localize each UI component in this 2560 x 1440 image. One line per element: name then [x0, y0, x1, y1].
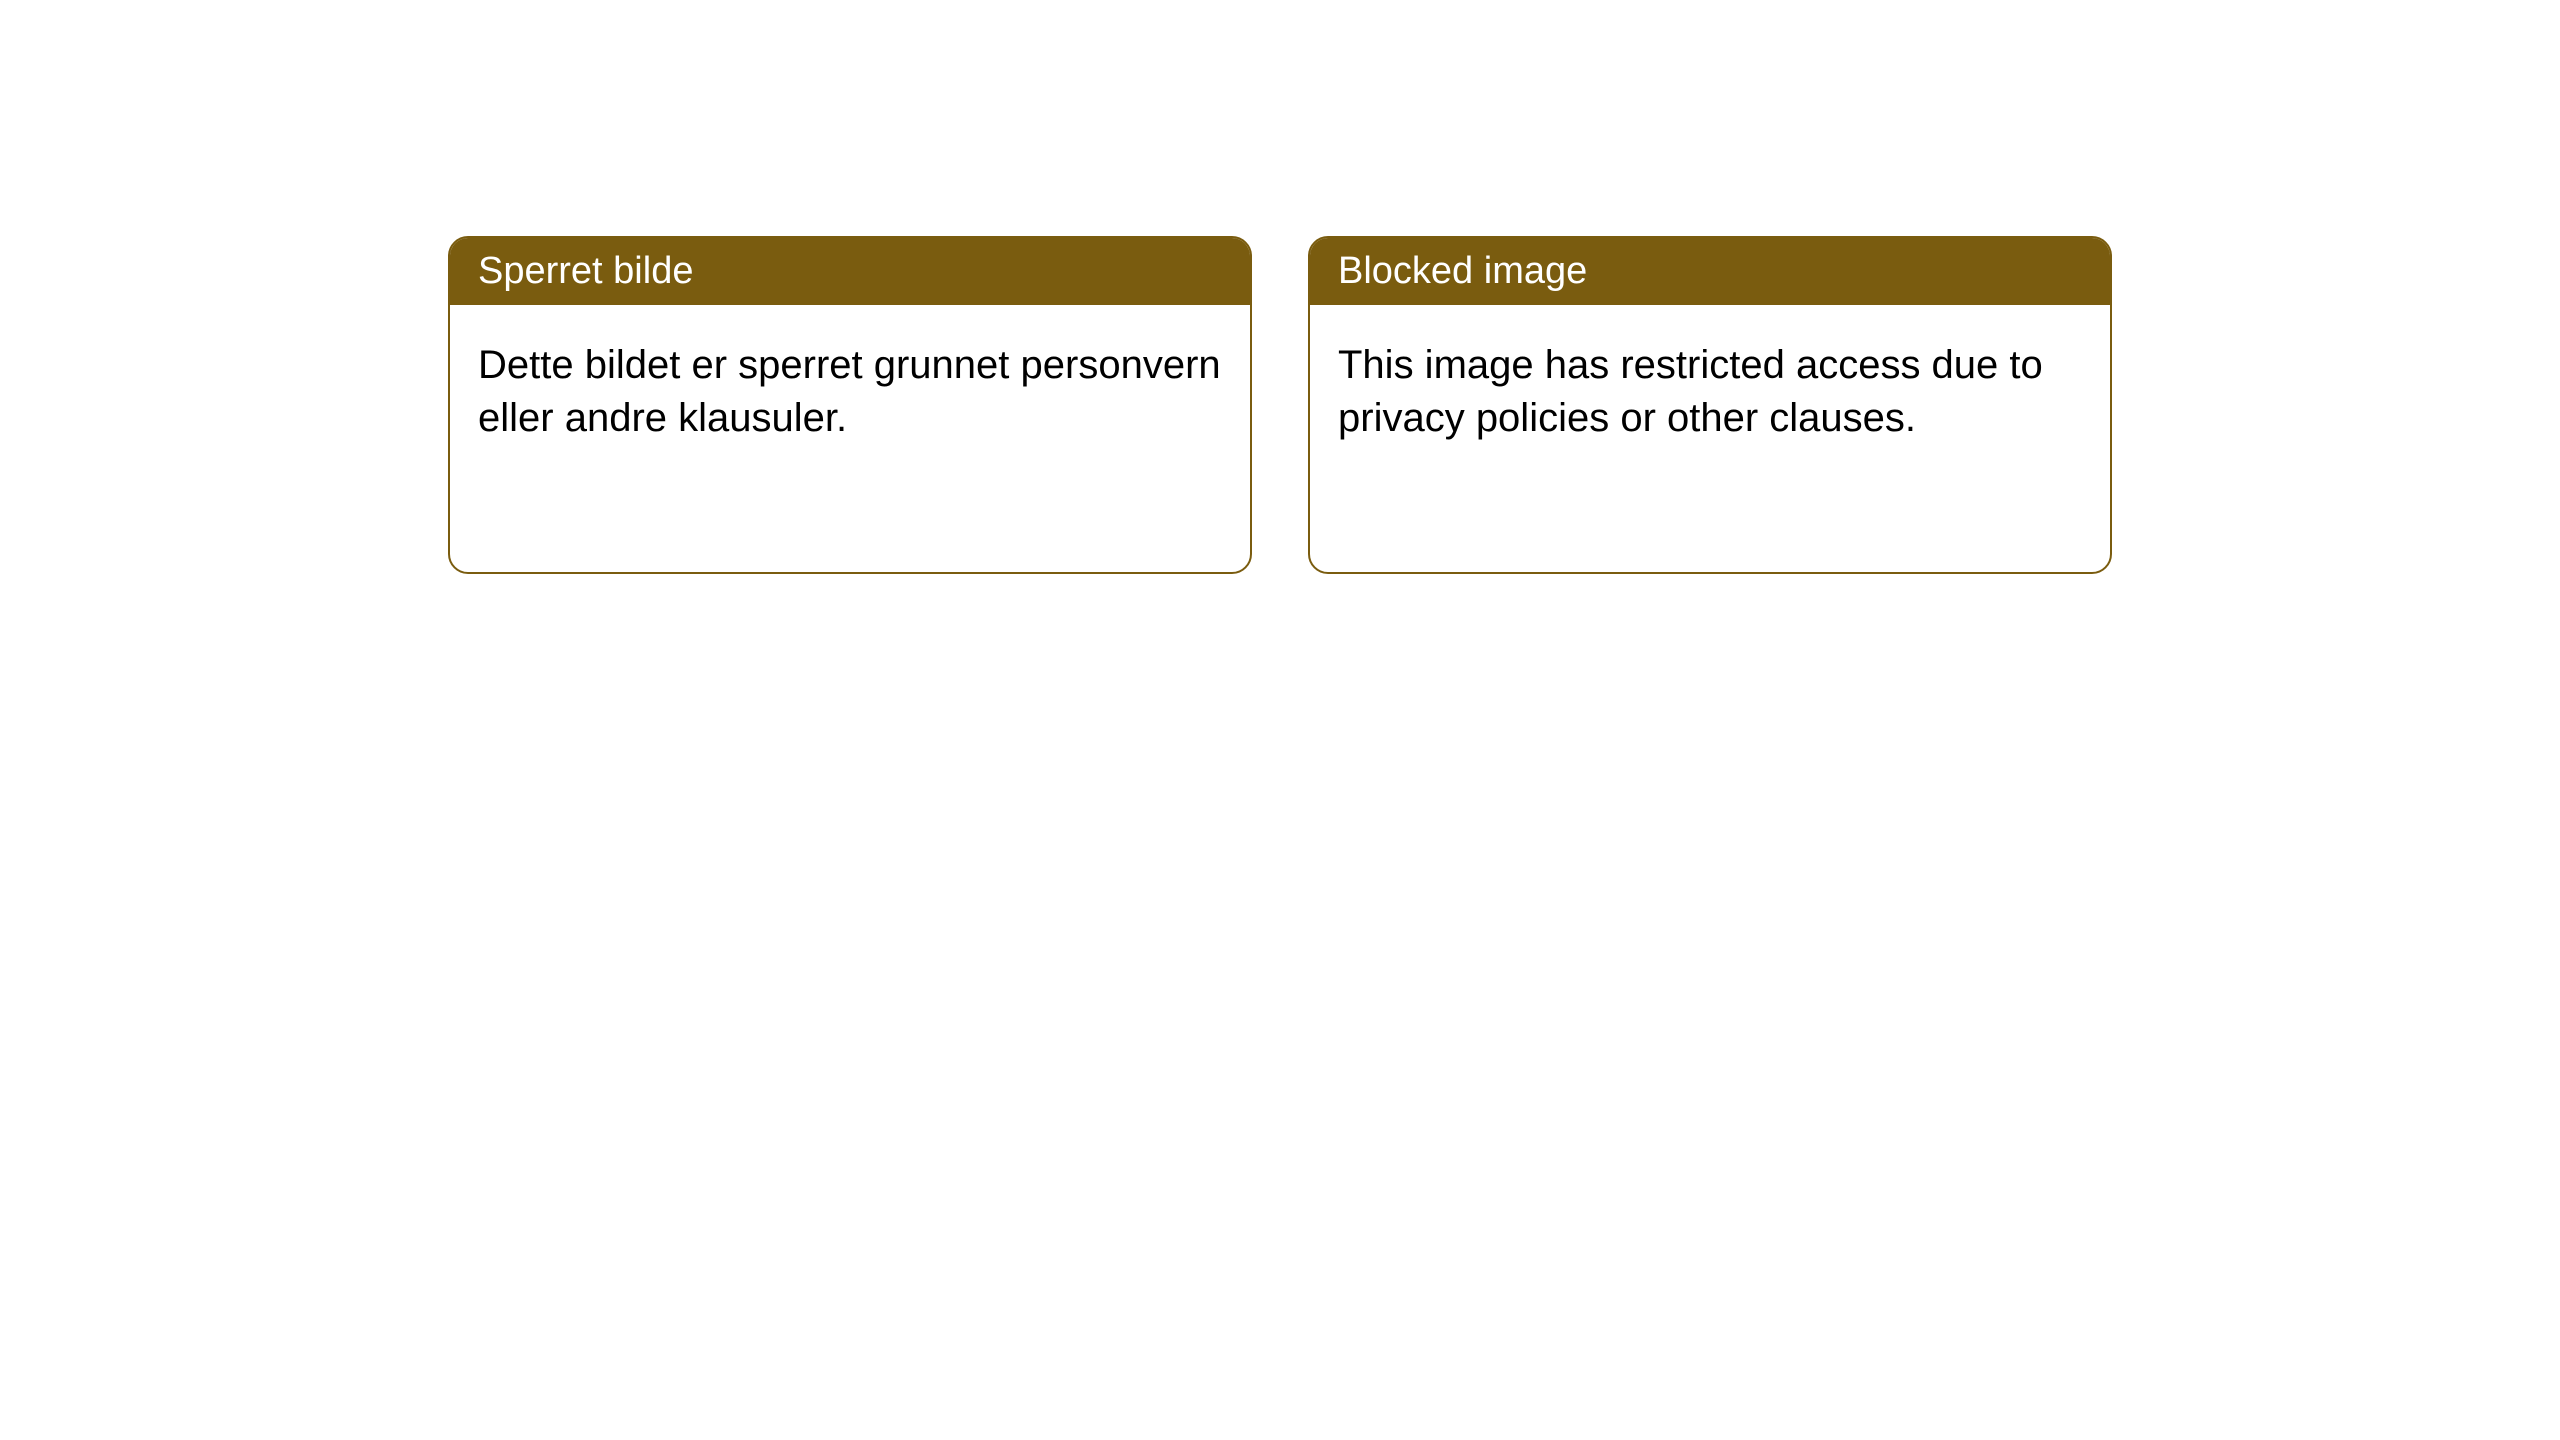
blocked-image-card-no: Sperret bilde Dette bildet er sperret gr… [448, 236, 1252, 574]
card-body: This image has restricted access due to … [1310, 305, 2110, 479]
card-title: Blocked image [1338, 250, 1587, 292]
card-header: Sperret bilde [450, 238, 1250, 305]
card-body-text: This image has restricted access due to … [1338, 343, 2043, 440]
blocked-image-card-en: Blocked image This image has restricted … [1308, 236, 2112, 574]
blocked-image-cards: Sperret bilde Dette bildet er sperret gr… [448, 236, 2560, 574]
card-body: Dette bildet er sperret grunnet personve… [450, 305, 1250, 479]
card-header: Blocked image [1310, 238, 2110, 305]
card-title: Sperret bilde [478, 250, 693, 292]
card-body-text: Dette bildet er sperret grunnet personve… [478, 343, 1221, 440]
